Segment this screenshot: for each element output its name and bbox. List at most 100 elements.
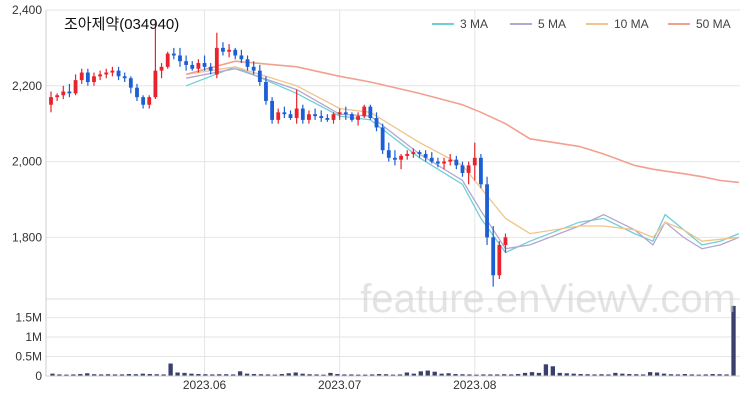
candle	[92, 72, 96, 86]
volume-bar	[126, 374, 132, 376]
volume-bar	[467, 374, 472, 376]
volume-bar	[599, 374, 604, 376]
candle-body	[264, 82, 268, 101]
candle-body	[202, 63, 207, 67]
candle	[491, 226, 496, 287]
candle	[405, 150, 410, 160]
volume-bar	[508, 374, 514, 376]
candle-body	[116, 70, 121, 77]
candle-body	[491, 237, 496, 276]
candle	[294, 89, 299, 124]
candle	[368, 104, 373, 120]
candle	[214, 32, 219, 79]
volume-bar	[717, 374, 722, 376]
ma-line-ma10	[186, 66, 739, 242]
volume-bar	[529, 372, 535, 376]
legend-label: 50 MA	[696, 17, 731, 31]
candle-body	[147, 97, 152, 105]
volume-tick-label: 1.5M	[15, 311, 42, 325]
candle-body	[98, 74, 103, 77]
candle-body	[79, 72, 84, 81]
volume-bar	[335, 374, 340, 376]
volume-bar	[418, 371, 423, 376]
volume-bar	[272, 374, 278, 376]
volume-bar	[564, 373, 569, 376]
candle	[399, 154, 403, 170]
volume-bar	[376, 374, 382, 376]
volume-bar	[210, 374, 215, 376]
ma-line-ma5	[185, 68, 740, 250]
candle	[165, 51, 170, 69]
candle	[374, 112, 379, 132]
candle	[239, 49, 244, 64]
candle-body	[110, 70, 115, 73]
candle-body	[472, 157, 477, 166]
candle-body	[61, 91, 66, 96]
volume-bar	[224, 374, 229, 376]
candle	[313, 108, 317, 120]
volume-bar	[196, 374, 201, 376]
candle	[122, 72, 127, 82]
candle-body	[184, 61, 189, 65]
candle-body	[399, 155, 403, 160]
candle-body	[159, 66, 164, 71]
volume-bar	[119, 374, 125, 376]
volume-tick-label: 0	[35, 369, 42, 383]
candle-body	[171, 53, 176, 56]
date-tick-label: 2023.06	[183, 378, 227, 392]
candle-body	[466, 165, 471, 173]
candle	[485, 176, 489, 245]
candle	[429, 152, 434, 164]
volume-bar	[585, 374, 590, 376]
candle	[153, 21, 158, 100]
volume-bar	[349, 374, 354, 376]
legend-item: 10 MA	[586, 17, 649, 31]
candle	[221, 42, 225, 56]
volume-bar	[606, 374, 611, 376]
candle	[257, 64, 262, 86]
volume-bar	[328, 372, 333, 376]
candle-body	[165, 53, 170, 67]
candle-body	[141, 97, 146, 105]
volume-bar	[161, 374, 166, 376]
volume-bar	[244, 373, 250, 376]
candle-body	[436, 161, 440, 164]
candle-body	[85, 72, 90, 82]
candle	[423, 150, 428, 162]
candle	[251, 61, 256, 75]
candle	[411, 148, 416, 158]
candle	[116, 66, 121, 81]
candle-body	[55, 95, 60, 98]
volume-bar	[481, 374, 486, 376]
candle-body	[356, 116, 360, 120]
candle-body	[196, 63, 201, 69]
candle	[159, 63, 164, 79]
candle-body	[405, 154, 410, 156]
candle-body	[313, 114, 317, 117]
candle	[472, 142, 477, 181]
candle	[227, 44, 232, 58]
candle	[128, 76, 133, 94]
candle	[98, 70, 103, 81]
volume-bar	[279, 374, 284, 376]
candle-body	[454, 159, 459, 166]
candle-body	[448, 159, 453, 162]
volume-tick-label: 0.5M	[15, 350, 42, 364]
volume-bar	[543, 364, 549, 376]
candle	[325, 114, 330, 122]
volume-bar	[550, 366, 555, 376]
volume-bar	[237, 371, 243, 376]
candle-body	[393, 157, 397, 160]
volume-bar	[265, 374, 271, 376]
volume-bar	[453, 374, 458, 376]
volume-bar	[488, 374, 493, 376]
candle	[184, 55, 189, 71]
chart-title: 조아제약(034940)	[64, 16, 179, 33]
volume-bar	[661, 373, 667, 376]
candle-body	[325, 118, 330, 120]
volume-bar	[703, 374, 708, 376]
candle	[460, 161, 465, 177]
candle-body	[485, 184, 489, 238]
candle-body	[233, 49, 238, 56]
